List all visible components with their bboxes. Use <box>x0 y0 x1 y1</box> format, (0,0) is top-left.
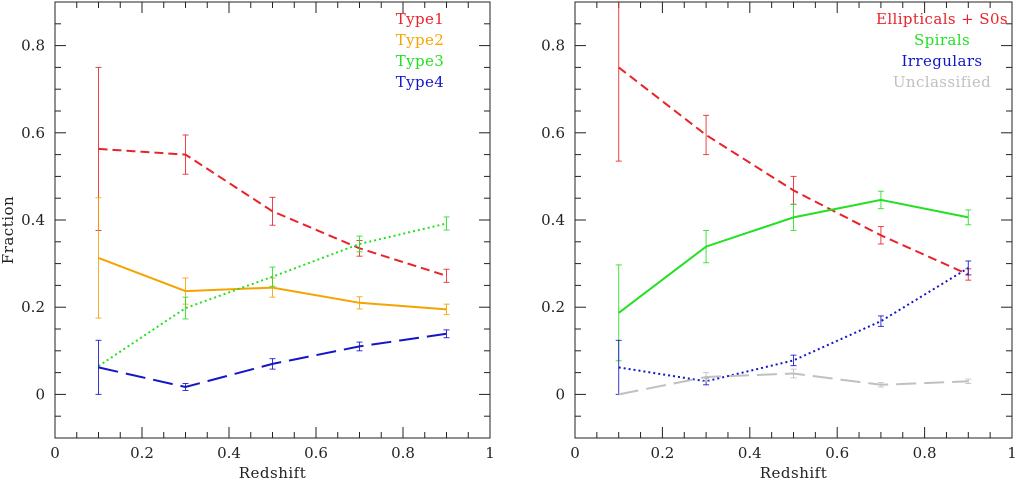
x-tick-label: 0.4 <box>217 444 241 462</box>
error-bar-type4 <box>269 358 276 370</box>
error-bar-type4 <box>95 339 102 395</box>
error-bar-type1 <box>182 134 189 175</box>
error-bar-unclassified <box>790 368 797 379</box>
error-bar-type4 <box>443 329 450 339</box>
error-bar-type4 <box>356 341 363 352</box>
error-bar-unclassified <box>877 382 884 388</box>
error-bar-irregulars <box>790 354 797 367</box>
error-bar-ellipticals-s0s <box>790 175 797 205</box>
x-tick-label: 1 <box>485 444 495 462</box>
x-tick-label: 0 <box>570 444 580 462</box>
legend-entry-spirals: Spirals <box>914 31 970 49</box>
error-bar-spirals <box>703 229 710 264</box>
x-tick-label: 0 <box>50 444 60 462</box>
left-panel: 0 0.2 0.4 0.6 0.8 1 0 0.2 0.4 0.6 0.8 Redshift Fract… <box>0 1 495 481</box>
series-line-type1 <box>98 147 447 277</box>
plot-area <box>95 66 450 395</box>
y-tick-label: 0.4 <box>541 211 565 229</box>
error-bar-unclassified <box>965 378 972 384</box>
error-bar-type4 <box>182 383 189 391</box>
y-tick-label: 0 <box>555 385 565 403</box>
y-tick-label: 0.2 <box>541 298 565 316</box>
error-bar-ellipticals-s0s <box>877 226 884 245</box>
x-tick-label: 0.2 <box>650 444 674 462</box>
error-bar-type1 <box>269 196 276 226</box>
error-bar-type3 <box>182 296 189 320</box>
error-bar-spirals <box>877 190 884 210</box>
legend-entry-unclassified: Unclassified <box>893 73 991 91</box>
y-tick-label: 0.6 <box>21 124 45 142</box>
error-bar-type3 <box>356 235 363 253</box>
error-bar-spirals <box>965 209 972 226</box>
x-tick-label: 0.6 <box>825 444 849 462</box>
legend-entry-type1: Type1 <box>396 10 445 28</box>
legend-entry-type3: Type3 <box>396 52 445 70</box>
x-tick-label: 0.2 <box>130 444 154 462</box>
error-bar-type2 <box>443 303 450 316</box>
x-tick-label: 1 <box>1007 444 1017 462</box>
error-bar-ellipticals-s0s <box>703 114 710 156</box>
error-bar-type1 <box>443 268 450 283</box>
x-axis-label: Redshift <box>760 464 828 481</box>
x-tick-label: 0.6 <box>304 444 328 462</box>
error-bar-type3 <box>443 216 450 231</box>
error-bar-unclassified <box>703 372 710 382</box>
x-tick-label: 0.8 <box>913 444 937 462</box>
error-bar-irregulars <box>615 339 622 395</box>
legend-entry-irregulars: Irregulars <box>901 52 982 70</box>
x-tick-label: 0.8 <box>391 444 415 462</box>
error-bar-type2 <box>95 197 102 319</box>
error-bar-spirals <box>790 203 797 231</box>
y-axis-label: Fraction <box>0 196 17 264</box>
legend-entry-type4: Type4 <box>396 73 445 91</box>
error-bar-type3 <box>269 266 276 287</box>
y-tick-label: 0.8 <box>541 37 565 55</box>
y-tick-label: 0.6 <box>541 124 565 142</box>
legend-entry-ellipticals-s0s: Ellipticals + S0s <box>876 10 1008 28</box>
right-panel: 0 0.2 0.4 0.6 0.8 1 0 0.2 0.4 0.6 0.8 Redshift Ellip… <box>541 1 1017 481</box>
y-tick-label: 0.4 <box>21 211 45 229</box>
series-line-ellipticals-s0s <box>618 66 969 276</box>
error-bar-irregulars <box>965 260 972 276</box>
plot-area <box>615 2 972 396</box>
y-tick-label: 0 <box>35 385 45 403</box>
error-bar-type2 <box>356 296 363 310</box>
x-axis-label: Redshift <box>239 464 307 481</box>
error-bar-ellipticals-s0s <box>615 2 622 162</box>
y-tick-label: 0.2 <box>21 298 45 316</box>
error-bar-irregulars <box>877 315 884 327</box>
x-tick-label: 0.4 <box>738 444 762 462</box>
y-tick-label: 0.8 <box>21 37 45 55</box>
legend-entry-type2: Type2 <box>396 31 445 49</box>
